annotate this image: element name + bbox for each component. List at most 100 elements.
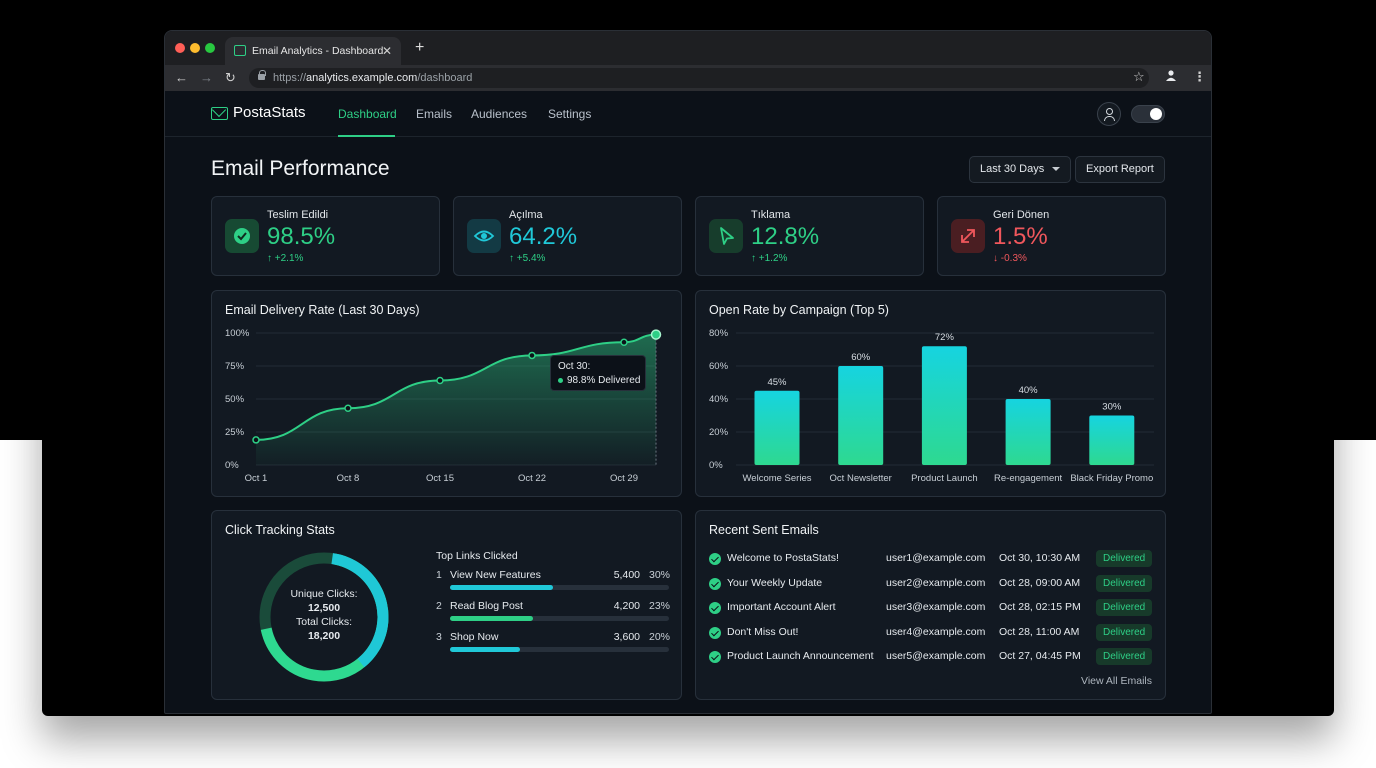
bar[interactable] (754, 390, 800, 465)
date-range-select[interactable]: Last 30 Days (969, 156, 1072, 183)
card-title: Click Tracking Stats (225, 523, 335, 537)
nav-dashboard[interactable]: Dashboard (338, 107, 397, 121)
view-all-emails-link[interactable]: View All Emails (1081, 675, 1152, 687)
theme-toggle[interactable] (1131, 105, 1165, 123)
email-subject: Product Launch Announcement (727, 650, 874, 662)
link-rank: 2 (436, 600, 442, 612)
campaign-bar-chart: 0% 20% 40% 60% 80% 45% Welcome Series 60% Oct Ne… (709, 328, 1154, 484)
link-progress-track (450, 616, 669, 621)
x-tick-label: Black Friday Promo (1070, 473, 1153, 484)
click-tracking-card: Click Tracking Stats Unique Clicks: 12,5… (211, 510, 682, 700)
email-row[interactable]: Welcome to PostaStats! user1@example.com O… (709, 550, 1153, 568)
mail-icon (234, 45, 246, 56)
top-link-row[interactable]: 1 View New Features 5,400 30% (436, 569, 670, 595)
x-tick-label: Oct 1 (245, 473, 268, 484)
link-progress-track (450, 585, 669, 590)
nav-emails[interactable]: Emails (416, 107, 453, 121)
top-link-row[interactable]: 2 Read Blog Post 4,200 23% (436, 600, 670, 626)
status-badge: Delivered (1096, 623, 1153, 641)
bar[interactable] (1005, 399, 1051, 465)
top-links-title: Top Links Clicked (436, 550, 518, 562)
browser-tab[interactable]: Email Analytics - Dashboard ✕ (225, 37, 401, 65)
data-point[interactable] (528, 351, 536, 360)
link-progress-track (450, 647, 669, 652)
back-icon[interactable]: ← (175, 70, 188, 85)
top-link-row[interactable]: 3 Shop Now 3,600 20% (436, 631, 670, 657)
export-report-button[interactable]: Export Report (1075, 156, 1165, 183)
email-row[interactable]: Product Launch Announcement user5@example… (709, 648, 1153, 666)
maximize-window-button[interactable] (205, 43, 215, 53)
eye-icon (467, 219, 501, 253)
reload-icon[interactable]: ↻ (225, 70, 236, 85)
data-point[interactable] (344, 404, 352, 412)
address-bar[interactable]: https://analytics.example.com/dashboard (249, 68, 1149, 88)
browser-menu-icon[interactable]: ⋮ (1193, 69, 1206, 84)
profile-icon[interactable] (1165, 69, 1177, 84)
nav-settings[interactable]: Settings (548, 107, 592, 121)
bookmark-star-icon[interactable]: ☆ (1133, 69, 1145, 84)
stat-label: Tıklama (751, 209, 791, 221)
close-window-button[interactable] (175, 43, 185, 53)
bar[interactable] (921, 346, 967, 465)
y-tick-label: 50% (225, 394, 245, 405)
check-circle-icon (709, 626, 721, 639)
link-percent: 20% (648, 631, 670, 643)
email-row[interactable]: Important Account Alert user3@example.com… (709, 599, 1153, 617)
forward-icon[interactable]: → (200, 70, 213, 85)
stat-delta: ↑ +2.1% (267, 253, 304, 264)
minimize-window-button[interactable] (190, 43, 200, 53)
bar[interactable] (1089, 415, 1135, 466)
data-point[interactable] (436, 376, 444, 385)
lock-icon (258, 70, 266, 80)
clicks-donut-chart (259, 552, 389, 682)
y-tick-label: 0% (709, 460, 723, 471)
x-tick-label: Product Launch (911, 473, 978, 484)
open-rate-card: Open Rate by Campaign (Top 5) 0% 20% 40% 60… (695, 290, 1166, 497)
tab-title: Email Analytics - Dashboard (252, 45, 384, 57)
bar[interactable] (838, 366, 884, 465)
status-badge: Delivered (1096, 599, 1153, 616)
stat-card-delivered: Teslim Edildi 98.5% ↑ +2.1% (211, 196, 440, 276)
email-row[interactable]: Don't Miss Out! user4@example.com Oct 28, … (709, 623, 1153, 642)
card-title: Email Delivery Rate (Last 30 Days) (225, 303, 420, 317)
bar-value-label: 72% (935, 332, 955, 343)
link-percent: 30% (648, 569, 670, 581)
x-tick-label: Oct 22 (518, 473, 546, 484)
close-tab-icon[interactable]: ✕ (381, 44, 392, 58)
stat-value: 64.2% (509, 223, 578, 250)
user-icon (1106, 108, 1113, 115)
link-progress-fill (450, 616, 534, 621)
total-clicks-label: Total Clicks: (295, 616, 352, 628)
link-count: 5,400 (613, 569, 640, 581)
data-point[interactable] (252, 436, 260, 444)
stat-delta: ↑ +5.4% (509, 253, 546, 264)
email-recipient: user2@example.com (886, 576, 986, 589)
y-tick-label: 60% (709, 361, 729, 372)
browser-tabbar: Email Analytics - Dashboard ✕ + (165, 31, 1211, 65)
y-tick-label: 0% (225, 460, 239, 471)
user-account-button[interactable] (1097, 102, 1121, 126)
bar-value-label: 40% (1019, 385, 1039, 396)
new-tab-icon[interactable]: + (415, 39, 425, 56)
email-date: Oct 28, 09:00 AM (999, 576, 1081, 589)
url-host: analytics.example.com (306, 72, 418, 84)
data-point[interactable] (620, 338, 628, 346)
email-subject: Important Account Alert (727, 601, 836, 613)
stat-card-bounces: Geri Dönen 1.5% ↓ -0.3% (937, 196, 1166, 276)
x-tick-label: Oct 29 (610, 473, 638, 484)
data-point[interactable] (650, 329, 662, 340)
email-date: Oct 30, 10:30 AM (999, 552, 1081, 564)
card-title: Recent Sent Emails (709, 523, 819, 537)
link-progress-fill (450, 585, 553, 590)
link-rank: 3 (436, 631, 442, 643)
nav-audiences[interactable]: Audiences (471, 107, 528, 121)
check-circle-icon (225, 219, 259, 253)
stat-value: 12.8% (751, 223, 820, 250)
stat-label: Teslim Edildi (267, 209, 329, 221)
stat-delta: ↑ +1.2% (751, 253, 788, 264)
tooltip-date: Oct 30: (558, 361, 591, 372)
email-row[interactable]: Your Weekly Update user2@example.com Oct 2… (709, 574, 1153, 593)
check-circle-icon (709, 651, 721, 663)
delivery-rate-card: Email Delivery Rate (Last 30 Days) 0% 25%… (211, 290, 682, 497)
email-date: Oct 28, 02:15 PM (999, 601, 1081, 613)
